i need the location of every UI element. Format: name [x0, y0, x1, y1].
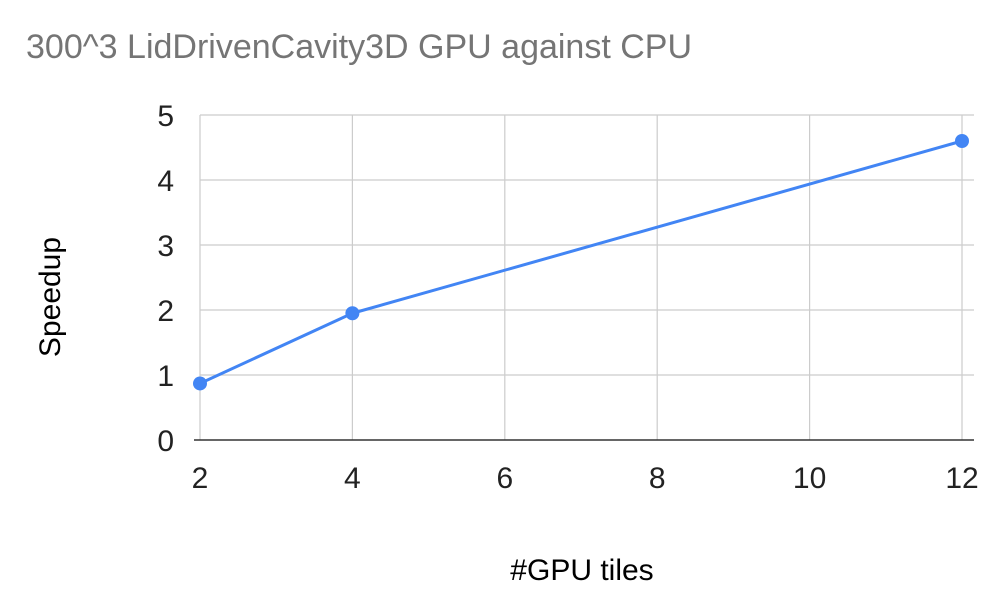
data-point [955, 134, 969, 148]
data-point [345, 306, 360, 321]
series-layer [193, 134, 969, 391]
grid [199, 114, 974, 440]
y-tick-label: 1 [157, 360, 174, 393]
x-axis-title: #GPU tiles [510, 554, 653, 587]
x-tick-label: 6 [496, 462, 513, 495]
x-tick-label: 8 [649, 462, 666, 495]
series-line [199, 139, 963, 385]
y-tick-label: 5 [157, 100, 174, 133]
y-tick-label: 3 [157, 230, 174, 263]
y-tick-label: 2 [157, 295, 174, 328]
y-tick-label: 4 [157, 165, 174, 198]
x-tick-label: 10 [793, 462, 826, 495]
x-tick-label: 2 [192, 462, 209, 495]
y-axis-title: Speedup [34, 237, 67, 357]
data-point [193, 376, 207, 391]
y-tick-label: 0 [157, 425, 174, 458]
x-tick-label: 4 [344, 462, 361, 495]
chart-title: 300^3 LidDrivenCavity3D GPU against CPU [26, 28, 693, 66]
x-tick-label: 12 [945, 462, 978, 495]
